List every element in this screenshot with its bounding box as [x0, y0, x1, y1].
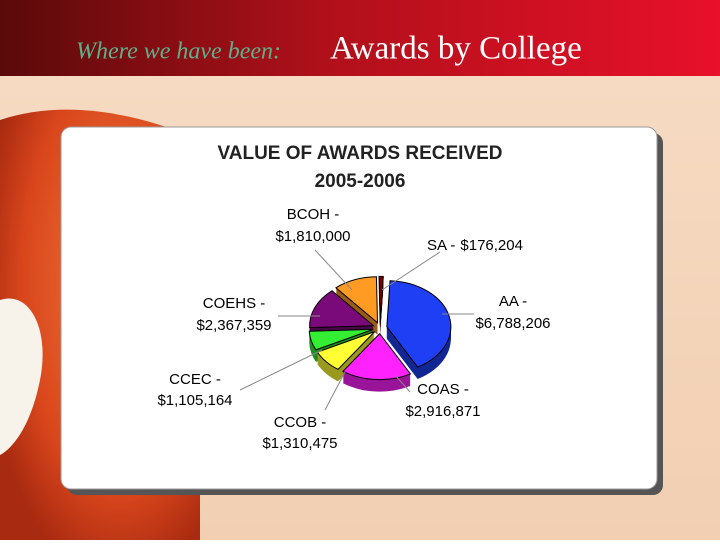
- category-label: COEHS -: [203, 295, 266, 312]
- header-band: [0, 0, 720, 76]
- slice: [386, 280, 452, 368]
- slice: [342, 332, 412, 381]
- value-label: $1,105,164: [157, 392, 232, 409]
- value-label: $1,810,000: [275, 228, 350, 245]
- value-label: $6,788,206: [475, 315, 550, 332]
- category-label: AA -: [499, 293, 527, 310]
- value-label: $1,310,475: [262, 435, 337, 452]
- leader-line: [314, 249, 353, 291]
- category-label: CCOB -: [274, 414, 327, 431]
- value-label: $2,916,871: [405, 403, 480, 420]
- slice: [378, 275, 384, 323]
- leader-line: [324, 371, 346, 411]
- value-label: $2,367,359: [196, 317, 271, 334]
- slide-kicker: Where we have been:: [76, 39, 281, 65]
- apple-bite: [0, 298, 43, 455]
- category-label: BCOH -: [287, 206, 340, 223]
- chart-title: VALUE OF AWARDS RECEIVED: [217, 143, 502, 164]
- chart-subtitle: 2005-2006: [315, 171, 406, 192]
- slide-title: Awards by College: [330, 31, 582, 67]
- slice: [335, 276, 379, 324]
- category-label: COAS -: [417, 381, 469, 398]
- leader-line: [394, 374, 411, 393]
- leader-line: [381, 251, 441, 291]
- category-label: SA -: [427, 237, 455, 254]
- pie: [308, 275, 452, 392]
- value-label: $176,204: [460, 237, 523, 254]
- slice: [308, 328, 374, 351]
- category-label: CCEC -: [169, 371, 221, 388]
- slice-label: SA - $176,204: [427, 237, 523, 254]
- leader-line: [239, 349, 323, 391]
- slice: [309, 290, 375, 329]
